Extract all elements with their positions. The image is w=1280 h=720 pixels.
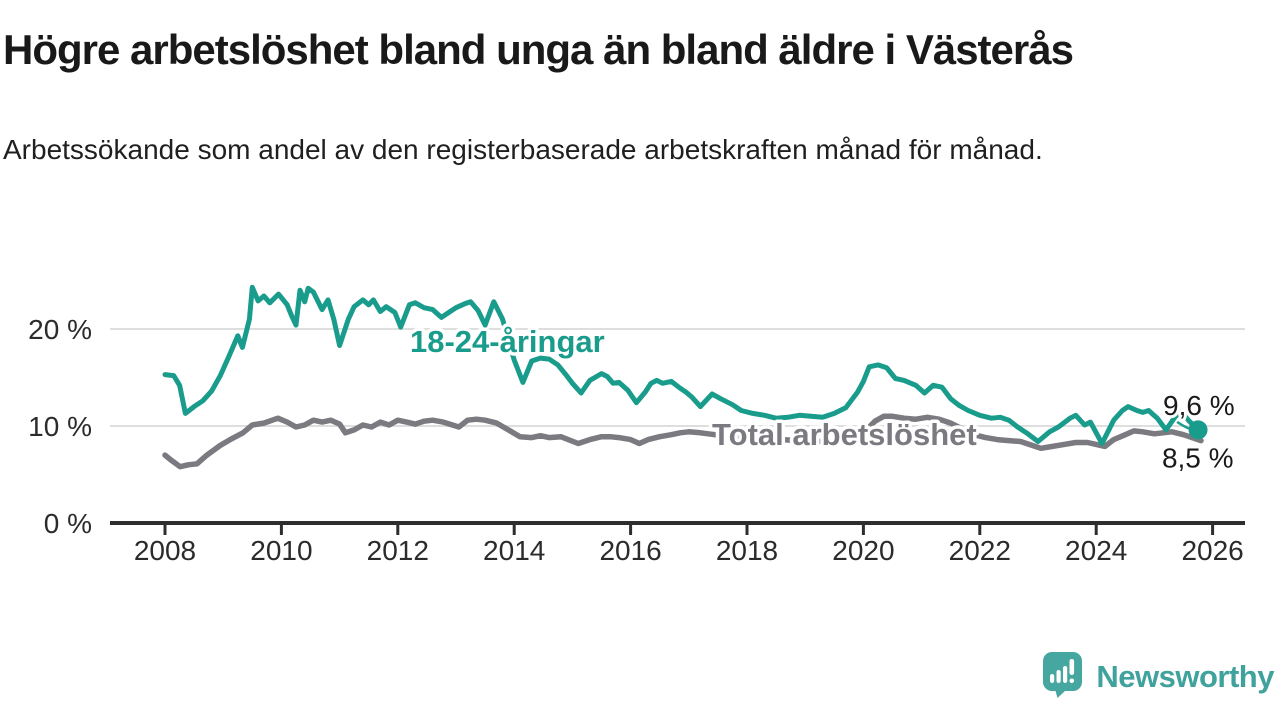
y-axis-tick-label: 0 % <box>44 508 92 539</box>
end-value-label-total: 8,5 % <box>1162 443 1234 474</box>
bar-chart-icon <box>1050 659 1075 684</box>
x-axis-tick-label: 2008 <box>134 535 196 566</box>
newsworthy-logo: Newsworthy <box>1042 651 1274 699</box>
x-axis-tick-label: 2014 <box>483 535 545 566</box>
x-axis-tick-label: 2026 <box>1181 535 1243 566</box>
unemployment-chart: 0 % 10 % 20 % 2008 2010 2012 2014 2016 2018 2020 2… <box>28 284 1245 566</box>
series-label-total: Total arbetslöshet <box>712 417 977 452</box>
y-axis-tick-label: 10 % <box>28 411 92 442</box>
x-axis-tick-label: 2024 <box>1065 535 1127 566</box>
newsworthy-logo-text: Newsworthy <box>1096 659 1274 694</box>
exclamation-dot <box>1069 678 1075 684</box>
speech-bubble-shape <box>1043 652 1083 698</box>
page-subtitle: Arbetssökande som andel av den registerb… <box>3 134 1043 165</box>
x-axis-tick-label: 2018 <box>716 535 778 566</box>
y-axis-tick-label: 20 % <box>28 314 92 345</box>
x-axis-tick-label: 2022 <box>949 535 1011 566</box>
x-axis-tick-label: 2020 <box>832 535 894 566</box>
series-end-dot-youth <box>1188 420 1208 440</box>
x-axis-tick-label: 2010 <box>250 535 312 566</box>
x-axis-tick-label: 2016 <box>599 535 661 566</box>
exclamation-bar <box>1069 659 1075 675</box>
series-line-youth <box>162 284 1201 446</box>
newsworthy-logo-icon <box>1043 652 1083 698</box>
series-label-youth: 18-24-åringar <box>410 324 605 359</box>
x-axis-tick-label: 2012 <box>367 535 429 566</box>
series-line-total <box>162 413 1204 470</box>
end-value-label-youth: 9,6 % <box>1163 390 1235 421</box>
page-title: Högre arbetslöshet bland unga än bland ä… <box>3 26 1074 73</box>
